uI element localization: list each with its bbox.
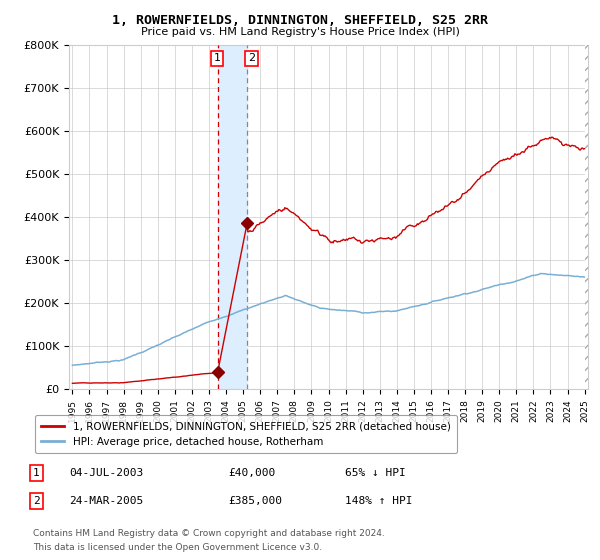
Text: Price paid vs. HM Land Registry's House Price Index (HPI): Price paid vs. HM Land Registry's House …: [140, 27, 460, 37]
Bar: [584, 45, 592, 389]
Text: Contains HM Land Registry data © Crown copyright and database right 2024.: Contains HM Land Registry data © Crown c…: [33, 529, 385, 538]
Text: 148% ↑ HPI: 148% ↑ HPI: [345, 496, 413, 506]
Text: 2: 2: [33, 496, 40, 506]
Legend: 1, ROWERNFIELDS, DINNINGTON, SHEFFIELD, S25 2RR (detached house), HPI: Average p: 1, ROWERNFIELDS, DINNINGTON, SHEFFIELD, …: [35, 415, 457, 453]
Bar: [218, 45, 247, 389]
Text: 24-MAR-2005: 24-MAR-2005: [69, 496, 143, 506]
Text: 1, ROWERNFIELDS, DINNINGTON, SHEFFIELD, S25 2RR: 1, ROWERNFIELDS, DINNINGTON, SHEFFIELD, …: [112, 14, 488, 27]
Text: £40,000: £40,000: [228, 468, 275, 478]
Text: 04-JUL-2003: 04-JUL-2003: [69, 468, 143, 478]
Text: This data is licensed under the Open Government Licence v3.0.: This data is licensed under the Open Gov…: [33, 543, 322, 552]
Text: 1: 1: [33, 468, 40, 478]
Text: 2: 2: [248, 53, 255, 63]
Text: 65% ↓ HPI: 65% ↓ HPI: [345, 468, 406, 478]
Text: £385,000: £385,000: [228, 496, 282, 506]
Text: 1: 1: [214, 53, 220, 63]
